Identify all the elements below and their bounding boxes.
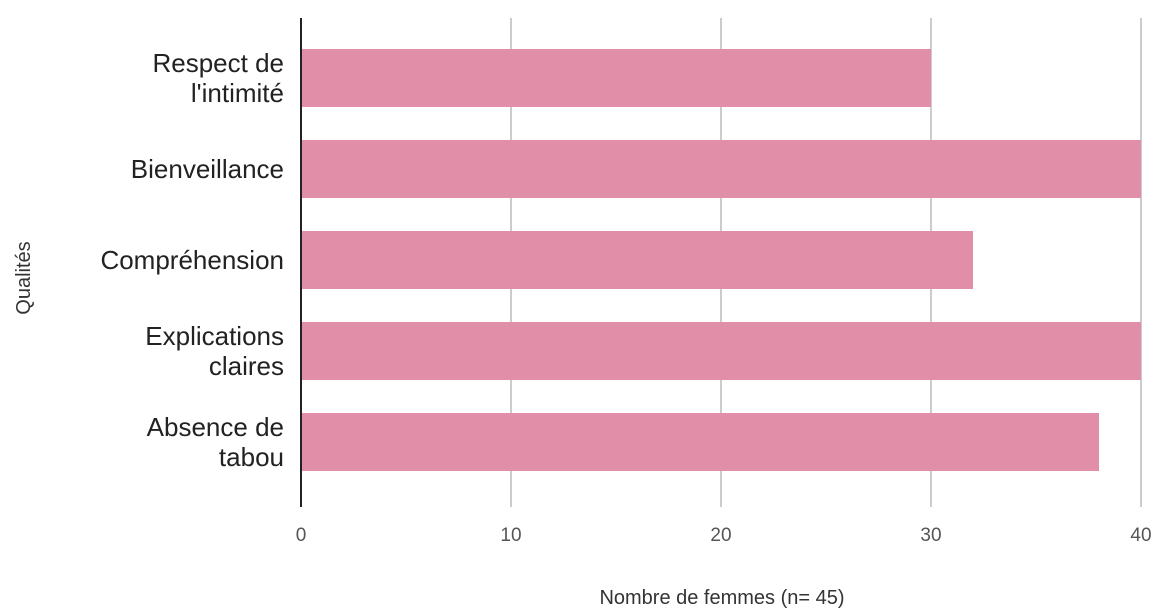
category-label: Explications claires [145,321,284,381]
bar [301,140,1141,198]
x-tick-label: 10 [500,525,521,546]
bar [301,413,1099,471]
bar [301,49,931,107]
x-tick-label: 0 [296,525,307,546]
category-label: Compréhension [100,245,284,275]
x-tick-labels: 0 10 20 30 40 [296,525,1152,546]
x-axis-title: Nombre de femmes (n= 45) [599,587,844,609]
x-tick-label: 20 [710,525,731,546]
category-label: Respect de l'intimité [152,48,284,108]
y-axis-title: Qualités [13,241,35,314]
category-labels: Respect de l'intimité Bienveillance Compréh… [100,48,284,472]
bar [301,231,973,289]
category-label: Bienveillance [131,154,284,184]
category-label: Absence de tabou [147,412,284,472]
x-tick-label: 40 [1130,525,1151,546]
bars [301,49,1141,471]
bar [301,322,1141,380]
x-tick-label: 30 [920,525,941,546]
